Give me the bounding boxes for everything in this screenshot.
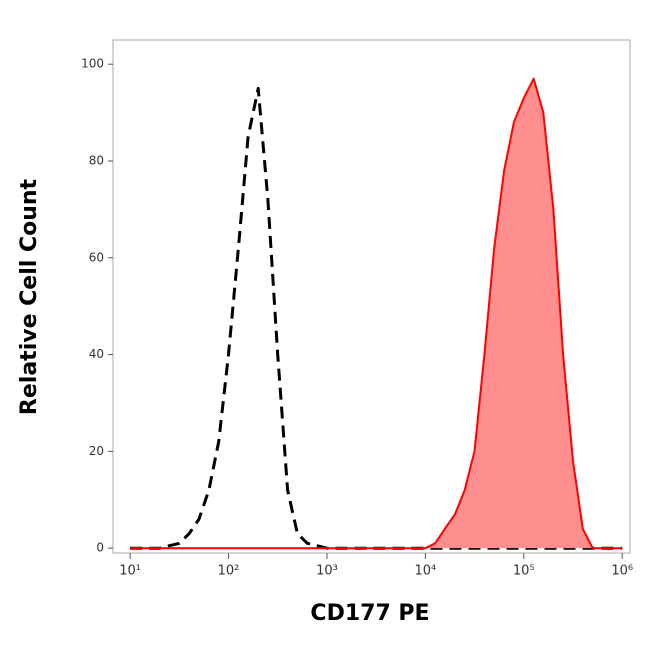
x-tick-label: 10¹ bbox=[119, 564, 141, 579]
x-tick-label: 10⁵ bbox=[513, 564, 535, 579]
histogram-line bbox=[130, 77, 623, 550]
x-tick-label: 10⁶ bbox=[611, 564, 633, 579]
area bbox=[130, 78, 623, 549]
plot-frame bbox=[112, 39, 631, 554]
x-axis-label: CD177 PE bbox=[310, 601, 429, 626]
y-tick-label: 0 bbox=[96, 541, 104, 555]
x-tick-label: 10³ bbox=[316, 564, 338, 579]
y-axis-label: Relative Cell Count bbox=[17, 178, 42, 415]
y-tick-label: 100 bbox=[81, 57, 104, 71]
y-tick-label: 40 bbox=[89, 347, 104, 361]
y-tick-label: 80 bbox=[89, 153, 104, 167]
x-tick-label: 10² bbox=[218, 564, 240, 579]
y-tick-label: 20 bbox=[89, 444, 104, 458]
x-tick-label: 10⁴ bbox=[414, 564, 436, 579]
y-tick-label: 60 bbox=[89, 250, 104, 264]
